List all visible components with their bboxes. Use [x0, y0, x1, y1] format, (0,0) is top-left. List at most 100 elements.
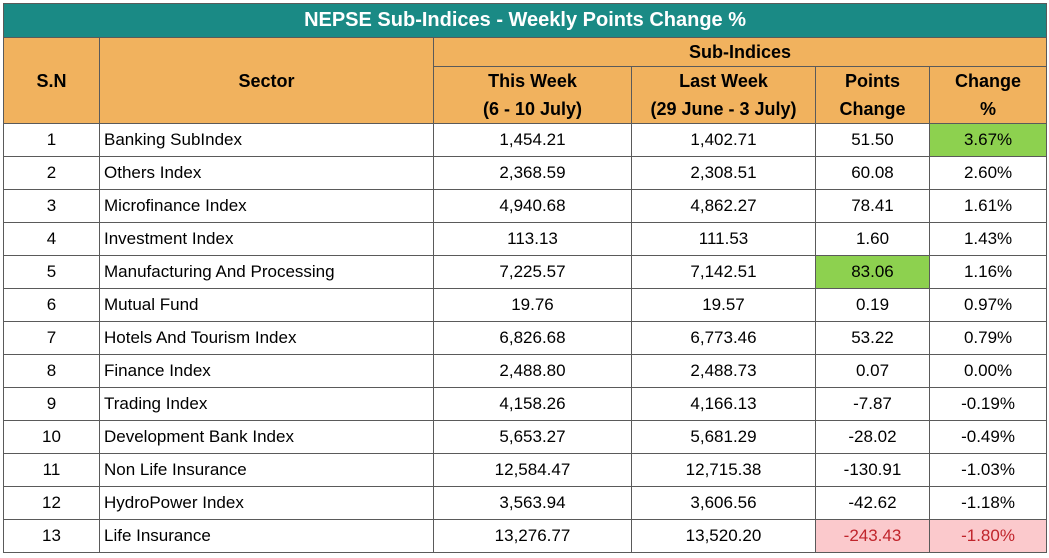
cell-this-week: 12,584.47 [433, 453, 632, 487]
table-row: 10 Development Bank Index 5,653.27 5,681… [3, 420, 1048, 454]
cell-points-highlight-max: 83.06 [815, 255, 930, 289]
cell-change: 1.16% [928, 255, 1048, 289]
table-row: 6 Mutual Fund 19.76 19.57 0.19 0.97% [3, 288, 1048, 322]
cell-sn: 8 [3, 354, 100, 388]
cell-sn: 4 [3, 222, 100, 256]
cell-last-week: 4,166.13 [631, 387, 816, 421]
cell-change: 0.00% [928, 354, 1048, 388]
header-change-line1: Change [955, 71, 1022, 91]
cell-sector: Hotels And Tourism Index [99, 321, 434, 355]
header-points-change: Points Change [815, 66, 930, 124]
table-row: 9 Trading Index 4,158.26 4,166.13 -7.87 … [3, 387, 1048, 421]
cell-change: -1.03% [928, 453, 1048, 487]
cell-sector: Banking SubIndex [99, 123, 434, 157]
cell-last-week: 6,773.46 [631, 321, 816, 355]
header-points-line1: Points [844, 71, 900, 91]
cell-sector: Investment Index [99, 222, 434, 256]
header-this-week: This Week (6 - 10 July) [433, 66, 632, 124]
cell-this-week: 4,158.26 [433, 387, 632, 421]
header-sub-indices: Sub-Indices [432, 37, 1048, 67]
table-row: 4 Investment Index 113.13 111.53 1.60 1.… [3, 222, 1048, 256]
cell-points: 51.50 [815, 123, 930, 157]
cell-points-highlight-min: -243.43 [815, 519, 930, 553]
cell-last-week: 2,488.73 [631, 354, 816, 388]
cell-points: 53.22 [815, 321, 930, 355]
cell-last-week: 5,681.29 [631, 420, 816, 454]
cell-last-week: 2,308.51 [631, 156, 816, 190]
cell-change: -1.18% [928, 486, 1048, 520]
cell-sn: 5 [3, 255, 100, 289]
cell-sn: 1 [3, 123, 100, 157]
cell-this-week: 19.76 [433, 288, 632, 322]
table-row: 3 Microfinance Index 4,940.68 4,862.27 7… [3, 189, 1048, 223]
cell-change: 1.61% [928, 189, 1048, 223]
cell-change: 1.43% [928, 222, 1048, 256]
cell-sector: HydroPower Index [99, 486, 434, 520]
header-sn: S.N [3, 37, 100, 124]
header-this-week-range: (6 - 10 July) [482, 99, 583, 119]
table-row: 11 Non Life Insurance 12,584.47 12,715.3… [3, 453, 1048, 487]
header-last-week-label: Last Week [679, 71, 768, 91]
cell-last-week: 111.53 [631, 222, 816, 256]
cell-change: 0.79% [928, 321, 1048, 355]
table-row: 5 Manufacturing And Processing 7,225.57 … [3, 255, 1048, 289]
cell-points: 0.19 [815, 288, 930, 322]
cell-sector: Non Life Insurance [99, 453, 434, 487]
cell-sn: 7 [3, 321, 100, 355]
cell-sector: Life Insurance [99, 519, 434, 553]
cell-this-week: 6,826.68 [433, 321, 632, 355]
cell-sn: 2 [3, 156, 100, 190]
cell-last-week: 4,862.27 [631, 189, 816, 223]
table-title: NEPSE Sub-Indices - Weekly Points Change… [2, 3, 1048, 38]
sub-indices-table-wrapper: NEPSE Sub-Indices - Weekly Points Change… [2, 3, 1048, 553]
cell-sn: 9 [3, 387, 100, 421]
cell-sector: Finance Index [99, 354, 434, 388]
table-row: 8 Finance Index 2,488.80 2,488.73 0.07 0… [3, 354, 1048, 388]
cell-this-week: 113.13 [433, 222, 632, 256]
cell-points: -130.91 [815, 453, 930, 487]
cell-sn: 3 [3, 189, 100, 223]
table-row: 12 HydroPower Index 3,563.94 3,606.56 -4… [3, 486, 1048, 520]
cell-sector: Microfinance Index [99, 189, 434, 223]
cell-sector: Manufacturing And Processing [99, 255, 434, 289]
cell-sector: Mutual Fund [99, 288, 434, 322]
cell-sn: 13 [3, 519, 100, 553]
cell-last-week: 1,402.71 [631, 123, 816, 157]
cell-change-highlight-min: -1.80% [928, 519, 1048, 553]
cell-last-week: 19.57 [631, 288, 816, 322]
cell-points: 60.08 [815, 156, 930, 190]
cell-points: 78.41 [815, 189, 930, 223]
cell-sector: Others Index [99, 156, 434, 190]
cell-points: 0.07 [815, 354, 930, 388]
cell-last-week: 3,606.56 [631, 486, 816, 520]
cell-change-highlight-max: 3.67% [928, 123, 1048, 157]
table-row: 7 Hotels And Tourism Index 6,826.68 6,77… [3, 321, 1048, 355]
cell-change: 2.60% [928, 156, 1048, 190]
cell-last-week: 12,715.38 [631, 453, 816, 487]
cell-change: 0.97% [928, 288, 1048, 322]
cell-this-week: 2,488.80 [433, 354, 632, 388]
cell-this-week: 3,563.94 [433, 486, 632, 520]
cell-this-week: 13,276.77 [433, 519, 632, 553]
cell-change: -0.49% [928, 420, 1048, 454]
cell-points: -7.87 [815, 387, 930, 421]
header-points-line2: Change [839, 99, 906, 119]
header-sector: Sector [99, 37, 434, 124]
sub-indices-table: NEPSE Sub-Indices - Weekly Points Change… [2, 3, 1048, 553]
cell-this-week: 4,940.68 [433, 189, 632, 223]
table-row: 13 Life Insurance 13,276.77 13,520.20 -2… [3, 519, 1048, 553]
cell-last-week: 13,520.20 [631, 519, 816, 553]
cell-this-week: 7,225.57 [433, 255, 632, 289]
header-last-week: Last Week (29 June - 3 July) [631, 66, 816, 124]
cell-sector: Trading Index [99, 387, 434, 421]
cell-this-week: 5,653.27 [433, 420, 632, 454]
cell-sector: Development Bank Index [99, 420, 434, 454]
cell-last-week: 7,142.51 [631, 255, 816, 289]
header-change-line2: % [980, 99, 997, 119]
cell-points: -42.62 [815, 486, 930, 520]
cell-this-week: 1,454.21 [433, 123, 632, 157]
cell-sn: 6 [3, 288, 100, 322]
cell-sn: 10 [3, 420, 100, 454]
cell-change: -0.19% [928, 387, 1048, 421]
cell-points: -28.02 [815, 420, 930, 454]
